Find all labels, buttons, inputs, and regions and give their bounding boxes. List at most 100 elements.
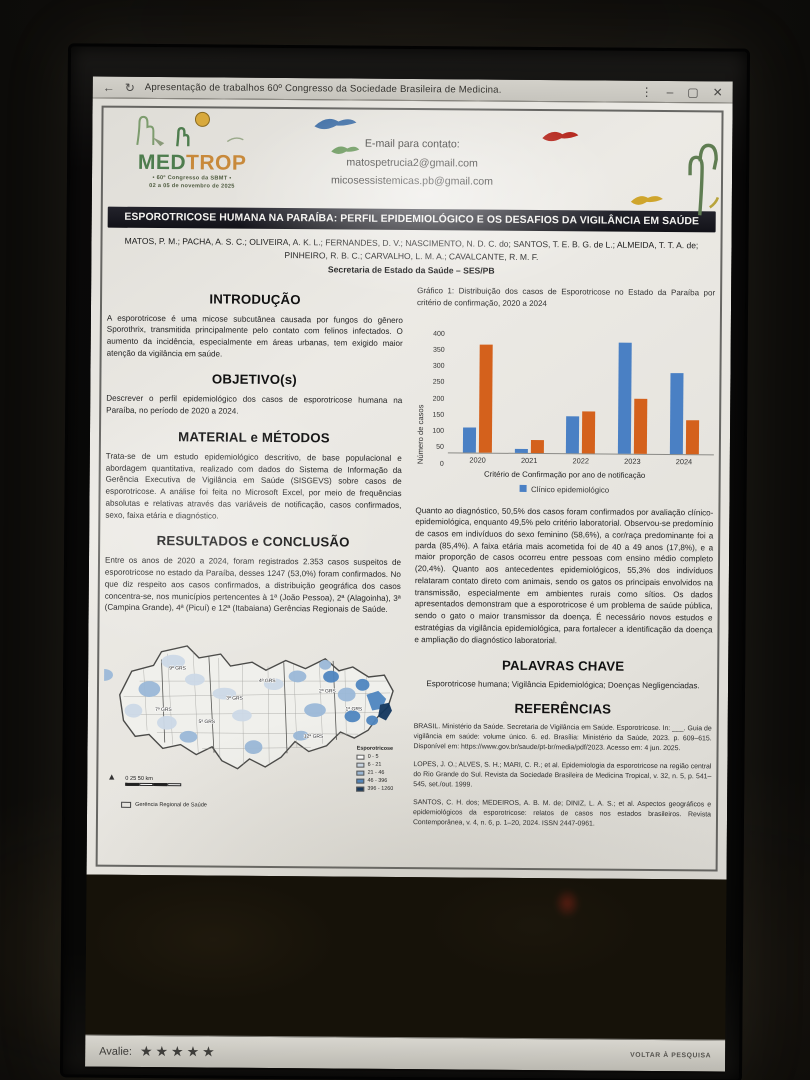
legend-swatch-icon <box>356 770 365 776</box>
grs-map-label: 9ª GRS <box>169 665 186 671</box>
map-scale-bar: 0 25 50 km <box>125 775 182 787</box>
logo-med-text: MED <box>137 150 187 175</box>
chart-x-axis-label: Critério de Confirmação por ano de notif… <box>484 469 646 480</box>
maximize-icon[interactable]: ▢ <box>687 84 699 99</box>
logo-subline-1: • 60º Congresso da SBMT • <box>152 175 232 182</box>
logo-trop-text: TROP <box>185 151 247 175</box>
grs-region-legend: Gerência Regional de Saúde <box>121 801 207 808</box>
legend-swatch-icon <box>356 786 365 792</box>
reference-item: SANTOS, C. H. dos; MEDEIROS, A. B. M. de… <box>412 799 712 828</box>
contact-email-1: matospetrucia2@gmail.com <box>346 156 478 170</box>
legend-range-label: 396 - 1260 <box>367 786 394 793</box>
map-scale-text: 0 25 50 km <box>125 775 154 783</box>
minimize-icon[interactable]: – <box>666 84 674 99</box>
bar <box>685 420 699 454</box>
heading-resultados: RESULTADOS e CONCLUSÃO <box>156 533 350 550</box>
bar <box>463 427 477 453</box>
screen-dark-area <box>85 874 727 1040</box>
text-material: Trata-se de um estudo epidemiológico des… <box>105 451 402 521</box>
star-rating[interactable]: ★★★★★ <box>139 1042 218 1060</box>
grs-map-label: 3ª GRS <box>226 696 243 702</box>
map-legend-item: 396 - 1260 <box>356 785 393 793</box>
reference-item: BRASIL. Ministério da Saúde. Secretaria … <box>413 723 712 753</box>
north-arrow-icon: ▲ <box>107 771 117 782</box>
chart-legend-item: Clínico epidemiológico <box>520 484 609 494</box>
legend-swatch-icon <box>356 754 365 760</box>
bar <box>617 342 632 454</box>
bar-group <box>514 440 544 453</box>
chart-y-axis-label: Número de casos <box>415 404 426 464</box>
refresh-icon[interactable]: ↻ <box>124 80 135 95</box>
y-tick-label: 0 <box>439 460 444 468</box>
y-tick-label: 100 <box>432 427 445 435</box>
legend-range-label: 6 - 21 <box>367 761 382 768</box>
chart-y-ticks: 0 50 100 150 200 250 300 350 400 <box>426 330 449 468</box>
page-title: Apresentação de trabalhos 60º Congresso … <box>144 81 502 96</box>
text-resultados: Entre os anos de 2020 a 2024, foram regi… <box>104 555 402 615</box>
bar <box>633 398 648 454</box>
poster-title: ESPOROTRICOSE HUMANA NA PARAÍBA: PERFIL … <box>107 206 716 233</box>
red-bird-icon <box>542 131 579 142</box>
x-tick-label: 2021 <box>520 455 538 465</box>
y-tick-label: 150 <box>432 411 445 419</box>
references-list: BRASIL. Ministério da Saúde. Secretaria … <box>413 722 712 830</box>
close-icon[interactable]: ✕ <box>712 84 723 99</box>
text-introducao: A esporotricose é uma micose subcutânea … <box>106 313 403 359</box>
contact-email-2: micosessistemicas.pb@gmail.com <box>330 174 494 188</box>
heading-referencias: REFERÊNCIAS <box>514 701 612 717</box>
chart-x-ticks: 2020 2021 2022 2023 2024 <box>448 455 714 466</box>
legend-range-label: 21 - 46 <box>367 769 385 777</box>
grs-map-label: 5ª GRS <box>198 719 215 725</box>
authors-line: MATOS, P. M.; PACHA, A. S. C.; OLIVEIRA,… <box>124 235 699 262</box>
map-legend-item: 0 - 5 <box>356 753 394 761</box>
scale-bar-icon <box>125 782 182 787</box>
paraiba-map-icon: 9ª GRS 7ª GRS 5ª GRS 3ª GRS 4ª GRS 12ª GRS 2ª … <box>95 645 394 770</box>
kiosk-bottom-bar: Avalie: ★★★★★ VOLTAR À PESQUISA <box>85 1034 726 1072</box>
bar <box>566 416 580 453</box>
rate-label: Avalie: <box>99 1045 133 1058</box>
map-legend-item: 21 - 46 <box>356 769 394 777</box>
kiosk-bezel: ← ↻ Apresentação de trabalhos 60º Congre… <box>59 43 751 1080</box>
y-tick-label: 300 <box>432 362 445 370</box>
x-tick-label: 2023 <box>624 456 641 466</box>
logo-subline-2: 02 a 05 de novembro de 2025 <box>149 182 235 190</box>
poster-header: MEDTROP • 60º Congresso da SBMT • 02 a 0… <box>92 99 733 216</box>
legend-swatch-icon <box>520 484 528 492</box>
y-tick-label: 50 <box>436 443 444 452</box>
poster-page: MEDTROP • 60º Congresso da SBMT • 02 a 0… <box>86 98 733 880</box>
legend-swatch-icon <box>356 778 365 784</box>
chart-caption: Gráfico 1: Distribuição dos casos de Esp… <box>417 285 716 308</box>
heading-introducao: INTRODUÇÃO <box>209 290 301 307</box>
logo-wordmark: MEDTROP <box>108 150 276 175</box>
cactus-icon <box>688 143 720 216</box>
grs-map-label: 12ª GRS <box>304 734 324 740</box>
x-tick-label: 2022 <box>572 455 590 465</box>
back-icon[interactable]: ← <box>102 80 115 95</box>
bar-group <box>617 342 648 454</box>
legend-range-label: 46 - 396 <box>367 778 388 785</box>
heading-palavras-chave: PALAVRAS CHAVE <box>502 658 625 675</box>
legend-swatch-icon <box>356 762 365 768</box>
text-objetivo: Descrever o perfil epidemiológico dos ca… <box>106 394 403 416</box>
x-tick-label: 2024 <box>675 456 693 466</box>
right-column: Gráfico 1: Distribuição dos casos de Esp… <box>413 281 716 861</box>
kebab-menu-icon[interactable]: ⋮ <box>640 84 653 99</box>
contact-label: E-mail para contato: <box>364 137 460 151</box>
medtrop-logo: MEDTROP • 60º Congresso da SBMT • 02 a 0… <box>108 107 277 190</box>
region-outline-icon <box>121 801 132 808</box>
map-legend-title: Esporotricose <box>356 745 394 752</box>
kiosk-screen: ← ↻ Apresentação de trabalhos 60º Congre… <box>85 76 733 1074</box>
bar <box>669 373 684 454</box>
heading-material: MATERIAL e MÉTODOS <box>178 429 330 446</box>
legend-range-label: 0 - 5 <box>367 753 379 760</box>
grs-map-label: 1ª GRS <box>346 706 363 712</box>
bar-group <box>669 373 700 454</box>
green-bird-icon <box>331 146 360 154</box>
contact-block: E-mail para contato: matospetrucia2@gmai… <box>272 134 552 192</box>
chart-legend: Clínico epidemiológico <box>416 484 714 495</box>
back-to-search-button[interactable]: VOLTAR À PESQUISA <box>630 1051 712 1060</box>
blue-bird-icon <box>314 118 357 130</box>
left-column: INTRODUÇÃO A esporotricose é uma micose … <box>95 278 404 858</box>
heading-objetivo: OBJETIVO(s) <box>211 371 297 388</box>
